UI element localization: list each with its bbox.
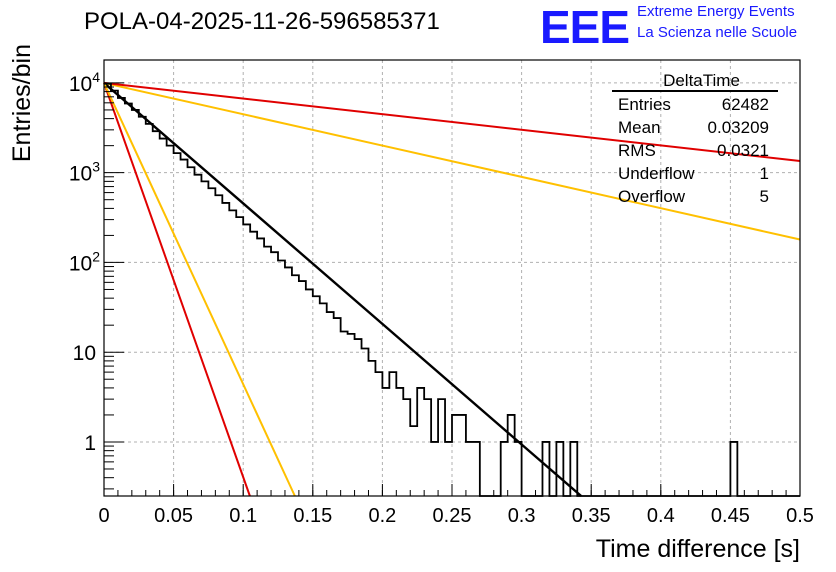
- y-tick-exponent: 2: [92, 248, 100, 264]
- stats-value: 62482: [722, 95, 769, 114]
- logo-line-1: Extreme Energy Events: [637, 3, 795, 20]
- y-tick-exponent: 3: [92, 159, 100, 175]
- series-red-shallow: [103, 81, 801, 162]
- x-tick-label: 0.45: [711, 505, 750, 527]
- logo-line-2: La Scienza nelle Scuole: [637, 24, 798, 41]
- x-tick-label: 0.3: [508, 505, 536, 527]
- x-tick-label: 0.2: [368, 505, 396, 527]
- series-yellow-steep: [103, 82, 296, 497]
- x-axis-label: Time difference [s]: [596, 535, 800, 563]
- stats-label: RMS: [618, 141, 656, 160]
- y-axis-label: Entries/bin: [8, 44, 36, 162]
- y-tick-exponent: 4: [92, 69, 100, 85]
- stats-title: DeltaTime: [663, 71, 740, 90]
- x-tick-label: 0.35: [572, 505, 611, 527]
- axes: 0 0.05 0.1 0.15 0.2 0.25 0.3 0.35 0.4 0.45 0.5 1 10 1…: [69, 69, 814, 527]
- stats-value: 0.0321: [717, 141, 769, 160]
- y-tick-label: 1: [84, 432, 96, 455]
- stats-label: Underflow: [618, 164, 695, 183]
- stats-value: 5: [760, 187, 769, 206]
- x-tick-label: 0.15: [293, 505, 332, 527]
- eee-logo: EEE: [540, 1, 630, 53]
- stats-label: Entries: [618, 95, 671, 114]
- stats-box: DeltaTime Entries 62482 Mean 0.03209 RMS 0.032…: [612, 71, 778, 206]
- stats-label: Mean: [618, 118, 661, 137]
- y-tick-label: 10: [73, 342, 96, 365]
- x-tick-label: 0: [98, 505, 109, 527]
- plot-title: POLA-04-2025-11-26-596585371: [84, 8, 440, 35]
- fit-curves: [103, 81, 801, 497]
- stats-label: Overflow: [618, 187, 686, 206]
- y-tick-label: 102: [69, 248, 100, 275]
- x-tick-label: 0.25: [433, 505, 472, 527]
- x-tick-label: 0.4: [647, 505, 675, 527]
- series-exp-fit: [103, 82, 582, 497]
- y-tick-label: 104: [69, 69, 100, 96]
- series-red-steep: [103, 82, 251, 497]
- stats-value: 0.03209: [708, 118, 769, 137]
- stats-value: 1: [760, 164, 769, 183]
- y-tick-label: 103: [69, 159, 100, 186]
- series-yellow-shallow: [103, 81, 801, 241]
- grid-lines: [104, 60, 800, 496]
- x-tick-label: 0.05: [154, 505, 193, 527]
- x-tick-label: 0.1: [229, 505, 257, 527]
- x-tick-label: 0.5: [786, 505, 814, 527]
